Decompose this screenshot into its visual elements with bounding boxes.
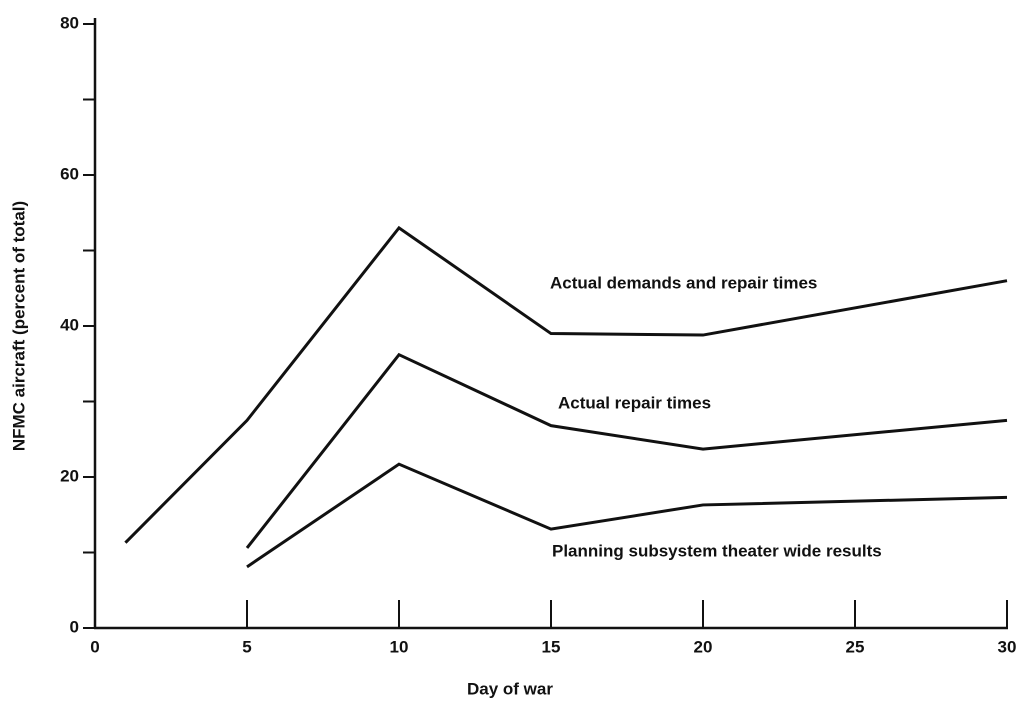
x-tick-label: 0: [90, 637, 99, 656]
y-tick-label: 60: [60, 164, 79, 183]
x-tick-label: 10: [390, 637, 409, 656]
line-series: [246, 462, 1008, 569]
x-axis-label: Day of war: [467, 679, 553, 698]
y-tick-label: 0: [70, 617, 79, 636]
series-label: Planning subsystem theater wide results: [552, 541, 882, 560]
y-tick-label: 80: [60, 13, 79, 32]
series-label: Actual demands and repair times: [550, 273, 817, 292]
line-series: [245, 352, 1008, 549]
x-tick-label: 15: [542, 637, 561, 656]
line-series: [124, 225, 1008, 544]
x-tick-label: 5: [242, 637, 251, 656]
x-tick-label: 30: [998, 637, 1017, 656]
y-axis-label: NFMC aircraft (percent of total): [9, 201, 28, 451]
x-tick-label: 25: [846, 637, 865, 656]
series-label: Actual repair times: [558, 393, 711, 412]
x-tick-label: 20: [694, 637, 713, 656]
y-tick-label: 20: [60, 466, 79, 485]
y-tick-label: 40: [60, 315, 79, 334]
